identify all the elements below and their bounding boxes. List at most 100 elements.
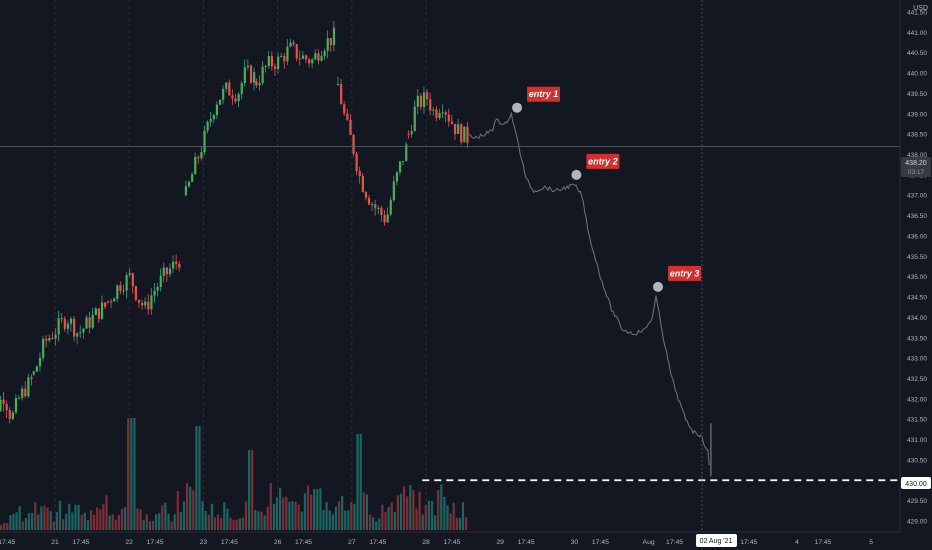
entry-marker-dot — [512, 102, 523, 113]
candle-body — [453, 124, 457, 134]
volume-bar — [238, 518, 241, 530]
candle-body — [104, 302, 107, 307]
volume-bar — [0, 525, 3, 530]
volume-bar — [40, 506, 43, 530]
candle-body — [429, 99, 432, 111]
volume-bar — [415, 508, 418, 530]
projection-path — [466, 111, 710, 466]
candle-body — [60, 318, 63, 320]
candle-body — [141, 302, 144, 306]
volume-bar — [120, 508, 124, 530]
candle-body — [273, 66, 277, 70]
candle-body — [377, 207, 380, 209]
price-tick-label: 439.00 — [907, 111, 927, 118]
candle-body — [21, 388, 24, 398]
volume-bar — [207, 514, 210, 530]
candle-body — [253, 72, 256, 83]
price-tick-label: 432.00 — [907, 396, 927, 403]
candle-body — [150, 295, 153, 310]
volume-bar — [77, 504, 80, 530]
volume-bar — [102, 504, 105, 530]
candle-body — [402, 161, 405, 163]
candle-body — [203, 130, 206, 153]
price-tick-label: 431.50 — [907, 417, 927, 424]
candle-body — [165, 267, 169, 275]
volume-bar — [365, 494, 368, 530]
time-tick-label: 17:45 — [740, 539, 757, 546]
volume-bar — [446, 505, 449, 530]
volume-bar — [378, 518, 381, 530]
volume-bar — [272, 503, 275, 530]
volume-bar — [266, 506, 269, 530]
candle-body — [343, 104, 346, 114]
time-axis[interactable]: 17:45 21 17:45 22 17:45 23 17:45 26 17:45 27 17:45… — [0, 531, 900, 546]
time-tick-label: 5 — [869, 539, 873, 546]
time-tick-label: 17:45 — [518, 539, 535, 546]
candle-body — [100, 302, 104, 319]
price-tick-label: 429.00 — [907, 519, 927, 526]
volume-bar — [440, 484, 443, 530]
price-tick-label: 434.00 — [907, 315, 927, 322]
volume-bar — [313, 488, 316, 530]
volume-bar — [49, 511, 52, 530]
candle-body — [270, 56, 274, 67]
price-tick-label: 429.50 — [907, 498, 927, 505]
candle-body — [317, 53, 320, 61]
volume-bar — [232, 520, 235, 530]
candle-body — [364, 192, 368, 198]
candle-body — [320, 56, 323, 61]
time-tick-label: 17:45 — [592, 539, 609, 546]
volume-bar — [347, 510, 350, 530]
candle-body — [184, 186, 188, 196]
volume-bar — [368, 514, 372, 530]
price-tick-label: 441.00 — [907, 30, 927, 37]
volume-bar — [186, 483, 189, 530]
volume-bar — [275, 497, 279, 530]
candle-body — [243, 67, 246, 83]
volume-bar — [294, 501, 297, 530]
volume-bar — [418, 491, 421, 530]
volume-bar — [263, 515, 266, 530]
volume-bar — [406, 496, 409, 530]
candle-body — [405, 144, 408, 162]
candle-body — [134, 286, 138, 300]
candle-body — [30, 377, 33, 380]
candle-body — [178, 263, 181, 268]
volume-bar — [297, 504, 300, 530]
volume-bar — [114, 519, 117, 530]
volume-bar — [155, 514, 158, 530]
volume-bar — [244, 501, 248, 530]
volume-bar — [430, 500, 434, 530]
price-tick-label: 431.00 — [907, 437, 927, 444]
volume-bar — [46, 507, 49, 530]
candle-body — [82, 328, 85, 333]
candle-body — [137, 299, 141, 303]
candle-body — [441, 112, 444, 114]
candle-body — [187, 181, 191, 187]
candle-body — [172, 261, 175, 269]
volume-bar — [105, 495, 108, 530]
volume-bar — [192, 490, 195, 530]
candle-body — [286, 46, 289, 62]
candle-body — [407, 134, 410, 136]
price-tick-label: 438.50 — [907, 132, 927, 139]
candle-body — [267, 56, 270, 67]
candle-body — [438, 113, 441, 119]
candle-body — [122, 290, 125, 292]
price-tick-label: 435.00 — [907, 274, 927, 281]
price-tick-label: 436.00 — [907, 233, 927, 240]
candle-body — [106, 301, 110, 303]
candle-body — [255, 81, 258, 86]
candle-body — [0, 399, 2, 411]
price-tick-label: 434.50 — [907, 295, 927, 302]
volume-bar — [399, 493, 403, 530]
volume-bar — [15, 512, 18, 530]
volume-bar — [226, 508, 229, 530]
volume-bar — [421, 514, 424, 530]
candle-body — [280, 56, 283, 58]
volume-bar — [319, 488, 322, 530]
candle-body — [57, 318, 60, 335]
entry-label-box — [668, 265, 702, 281]
candle-body — [298, 58, 301, 60]
